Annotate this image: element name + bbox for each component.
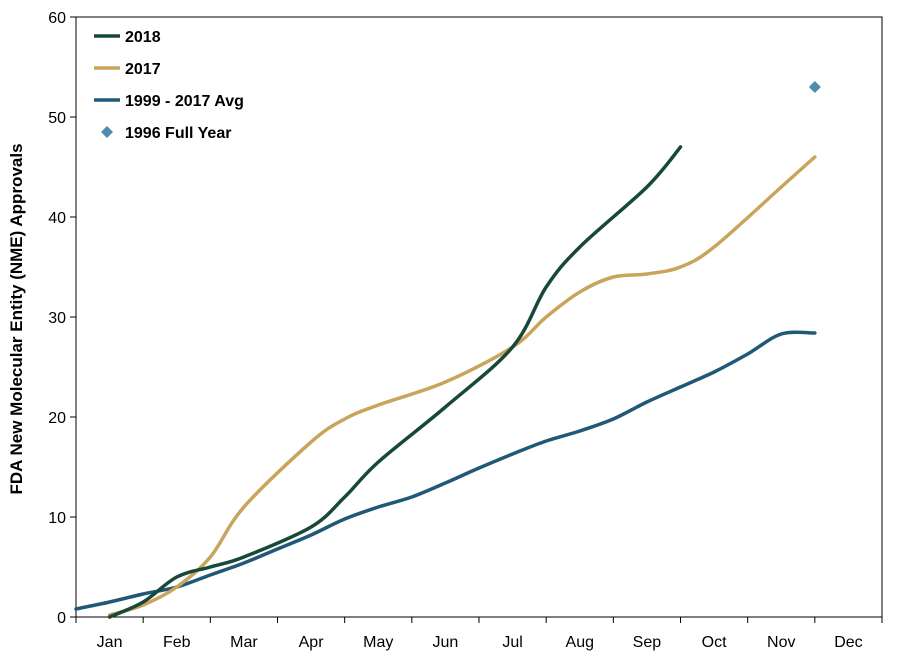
y-tick-label: 30: [48, 310, 66, 327]
series-line-1999-2017-avg: [74, 330, 817, 611]
x-tick-label: Apr: [299, 634, 325, 651]
series-line-2018: [107, 145, 683, 619]
x-tick-label: Dec: [834, 634, 862, 651]
axes: 0 10 20 30 40 50 60 Jan Feb Mar Apr May Jun Jul Aug Sep…: [48, 10, 883, 651]
x-tick-label: Nov: [767, 634, 795, 651]
x-tick-label: Aug: [566, 634, 594, 651]
y-tick-label: 0: [57, 610, 66, 627]
x-tick-label: Jul: [502, 634, 522, 651]
legend: 2018 2017 1999 - 2017 Avg 1996 Full Year: [94, 29, 244, 142]
data-point-1996-full-year: [808, 81, 821, 93]
x-tick-label: Mar: [230, 634, 258, 651]
x-tick-label: Oct: [702, 634, 727, 651]
y-axis-label: FDA New Molecular Entity (NME) Approvals: [7, 143, 26, 494]
y-tick-label: 40: [48, 210, 66, 227]
y-tick-label: 50: [48, 110, 66, 127]
legend-label-1999-2017-avg: 1999 - 2017 Avg: [125, 93, 244, 110]
y-tick-label: 60: [48, 10, 66, 27]
series-line-2017: [107, 155, 817, 617]
x-tick-label: Jun: [433, 634, 459, 651]
x-tick-label: Feb: [163, 634, 191, 651]
x-tick-label: Sep: [633, 634, 662, 651]
x-tick-label: Jan: [97, 634, 123, 651]
legend-label-2018: 2018: [125, 29, 161, 46]
legend-label-1996-full-year: 1996 Full Year: [125, 125, 231, 142]
legend-label-2017: 2017: [125, 61, 161, 78]
series-lines: [74, 81, 821, 619]
legend-marker-1996-full-year: [101, 126, 113, 138]
x-tick-label: May: [363, 634, 393, 651]
y-tick-label: 20: [48, 410, 66, 427]
y-tick-label: 10: [48, 510, 66, 527]
